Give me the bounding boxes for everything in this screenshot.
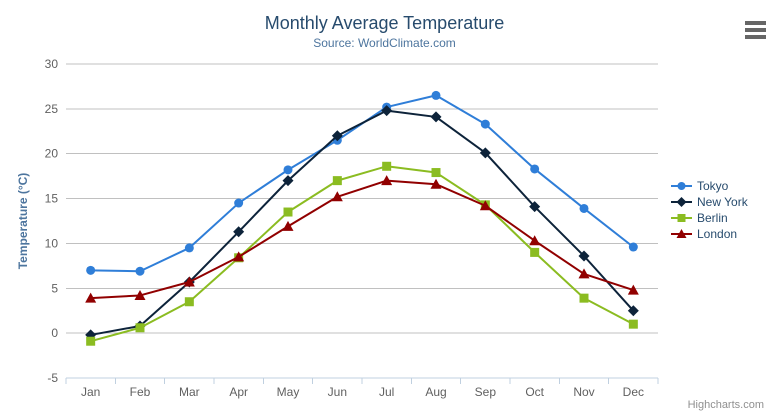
legend: Tokyo New York Berlin London <box>671 178 748 242</box>
y-axis-tick-label: 5 <box>51 281 58 295</box>
data-point-new-york[interactable] <box>381 105 393 117</box>
x-axis-tick-label: Jun <box>328 385 347 399</box>
data-point-london[interactable] <box>529 235 541 246</box>
y-axis-tick-label: 30 <box>45 57 59 71</box>
data-point-london[interactable] <box>627 284 639 295</box>
data-point-new-york[interactable] <box>627 305 639 317</box>
legend-symbol-london <box>676 229 687 238</box>
data-point-london[interactable] <box>430 178 442 189</box>
data-point-tokyo[interactable] <box>86 265 96 275</box>
hamburger-bar <box>745 28 766 32</box>
data-point-berlin[interactable] <box>135 323 145 333</box>
series-line-new-york <box>89 109 635 336</box>
data-point-london[interactable] <box>282 220 294 231</box>
x-axis-tick-label: Dec <box>623 385 644 399</box>
y-axis-tick-label: 20 <box>45 147 59 161</box>
chart-subtitle: Source: WorldClimate.com <box>313 36 456 50</box>
data-point-tokyo[interactable] <box>530 164 540 174</box>
legend-item-new-york[interactable]: New York <box>671 194 748 210</box>
data-point-tokyo[interactable] <box>283 165 293 175</box>
series-new-york <box>85 105 639 341</box>
x-axis-tick-label: Apr <box>229 385 248 399</box>
legend-symbol-new-york <box>676 197 687 207</box>
data-point-berlin[interactable] <box>184 297 194 307</box>
data-point-berlin[interactable] <box>579 293 589 303</box>
hamburger-bar <box>745 35 766 39</box>
legend-triangle-icon <box>671 229 692 238</box>
data-point-tokyo[interactable] <box>628 242 638 252</box>
legend-symbol-tokyo <box>677 182 686 190</box>
data-point-new-york[interactable] <box>282 175 294 187</box>
series-line-london <box>89 179 635 300</box>
data-point-berlin[interactable] <box>431 168 441 178</box>
y-axis-tick-label: 25 <box>45 102 59 116</box>
legend-label-berlin: Berlin <box>697 211 728 225</box>
legend-circle-icon <box>671 182 692 190</box>
data-point-tokyo[interactable] <box>234 198 244 208</box>
series-line-tokyo <box>89 94 635 273</box>
data-point-berlin[interactable] <box>283 207 293 217</box>
data-point-london[interactable] <box>134 289 146 300</box>
data-point-london[interactable] <box>578 268 590 279</box>
data-point-london[interactable] <box>331 191 343 202</box>
data-point-tokyo[interactable] <box>579 203 589 213</box>
data-point-berlin[interactable] <box>86 336 96 346</box>
data-point-london[interactable] <box>233 251 245 262</box>
data-point-new-york[interactable] <box>233 226 245 238</box>
x-axis-tick-label: Feb <box>130 385 151 399</box>
data-point-berlin[interactable] <box>382 161 392 171</box>
x-axis-tick-label: Oct <box>525 385 544 399</box>
data-point-new-york[interactable] <box>578 250 590 262</box>
y-axis-title: Temperature (°C) <box>16 173 30 270</box>
x-axis-tick-label: Aug <box>425 385 446 399</box>
highcharts-credits-link[interactable]: Highcharts.com <box>687 399 764 411</box>
y-axis-tick-label: 10 <box>45 236 59 250</box>
legend-item-tokyo[interactable]: Tokyo <box>671 178 748 194</box>
data-point-berlin[interactable] <box>530 247 540 257</box>
x-axis-tick-label: Sep <box>475 385 497 399</box>
data-point-new-york[interactable] <box>529 201 541 213</box>
series-line-berlin <box>89 165 635 343</box>
data-point-tokyo[interactable] <box>431 90 441 100</box>
legend-label-tokyo: Tokyo <box>697 179 729 193</box>
data-point-london[interactable] <box>479 200 491 211</box>
data-point-london[interactable] <box>183 276 195 287</box>
data-point-new-york[interactable] <box>479 147 491 159</box>
data-point-new-york[interactable] <box>331 130 343 142</box>
legend-square-icon <box>671 214 692 222</box>
data-point-tokyo[interactable] <box>135 266 145 276</box>
x-axis-tick-label: Mar <box>179 385 200 399</box>
series-tokyo <box>86 90 638 276</box>
legend-item-berlin[interactable]: Berlin <box>671 210 748 226</box>
x-axis-tick-label: Jul <box>379 385 394 399</box>
x-axis-tick-label: Nov <box>573 385 594 399</box>
legend-diamond-icon <box>671 197 692 207</box>
legend-symbol-berlin <box>677 214 686 222</box>
y-axis-tick-label: -5 <box>47 371 58 385</box>
y-axis-tick-label: 15 <box>45 192 59 206</box>
y-axis-tick-label: 0 <box>51 326 58 340</box>
data-point-new-york[interactable] <box>430 111 442 123</box>
data-point-berlin[interactable] <box>628 319 638 329</box>
data-point-london[interactable] <box>381 175 393 186</box>
chart-title: Monthly Average Temperature <box>264 13 505 33</box>
x-axis-tick-label: Jan <box>81 385 100 399</box>
export-menu-hamburger-icon[interactable] <box>745 21 766 39</box>
data-point-tokyo[interactable] <box>480 119 490 129</box>
series-london <box>85 175 639 303</box>
x-axis-tick-label: May <box>277 385 300 399</box>
data-point-london[interactable] <box>85 292 97 303</box>
legend-label-new-york: New York <box>697 195 748 209</box>
hamburger-bar <box>745 21 766 25</box>
data-point-tokyo[interactable] <box>184 243 194 253</box>
legend-label-london: London <box>697 227 738 241</box>
data-point-berlin[interactable] <box>332 176 342 186</box>
legend-item-london[interactable]: London <box>671 226 748 242</box>
